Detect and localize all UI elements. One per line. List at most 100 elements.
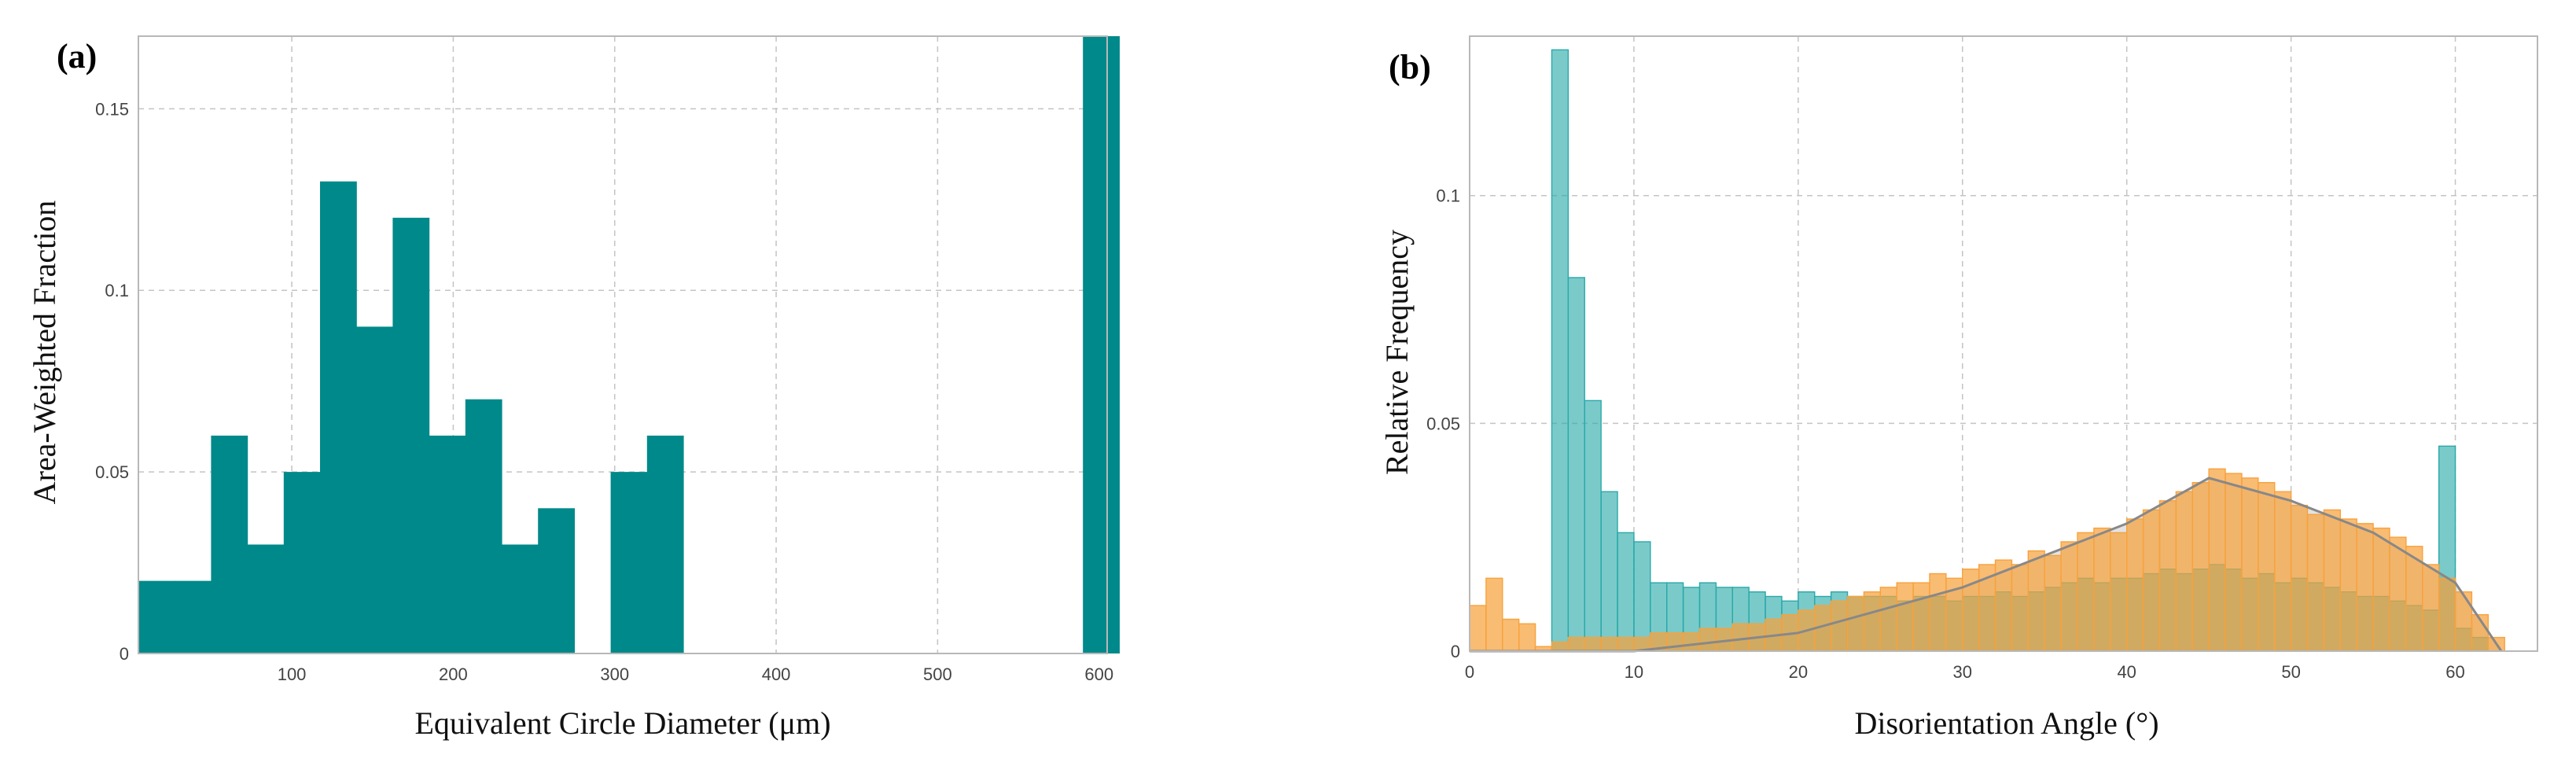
panel-a-x-tick-label: 300 xyxy=(600,664,629,684)
panel-b-x-axis-title: Disorientation Angle (°) xyxy=(1854,705,2158,741)
panel-b-histogram: (b) 0 10 20 30 40 50 60 0 0.05 0.1 Disorientatio… xyxy=(1379,35,2538,741)
panel-b-bar-orange xyxy=(1469,605,1487,652)
panel-b-bar-teal xyxy=(1600,491,1618,652)
panel-b-x-tick-label: 20 xyxy=(1789,662,1808,682)
panel-b-reference-curve xyxy=(1470,477,2503,653)
panel-b-bar-orange xyxy=(2175,491,2193,652)
panel-a-bars xyxy=(138,36,1120,654)
panel-b-bar-orange xyxy=(1896,582,1914,652)
panel-a-x-ticks: 100 200 300 400 500 600 xyxy=(278,664,1113,684)
panel-b-bars xyxy=(1469,49,2505,653)
panel-a-x-tick-label: 500 xyxy=(923,664,952,684)
panel-b-bar-teal xyxy=(1617,532,1635,652)
panel-b-bar-orange xyxy=(2011,564,2030,652)
panel-a-bar xyxy=(211,435,248,653)
panel-b-bar-orange xyxy=(1518,623,1536,652)
panel-b-label: (b) xyxy=(1389,48,1431,87)
panel-b-bar-teal xyxy=(1551,49,1570,652)
panel-b-y-tick-label: 0.05 xyxy=(1426,414,1460,433)
panel-b-x-tick-label: 0 xyxy=(1465,662,1474,682)
panel-b-bar-orange xyxy=(1863,591,1882,652)
panel-b-bar-orange xyxy=(2323,509,2341,652)
panel-b-bar-orange xyxy=(2208,468,2226,652)
panel-b-bar-orange xyxy=(2044,554,2062,652)
panel-b-bar-orange xyxy=(1879,587,1897,652)
panel-b-bar-orange xyxy=(1551,641,1570,652)
panel-a-bar xyxy=(175,580,212,653)
panel-b-bar-orange xyxy=(2372,527,2390,652)
panel-b-bar-orange xyxy=(1617,636,1635,652)
panel-a-bar xyxy=(138,580,175,653)
panel-a-y-axis-title: Area-Weighted Fraction xyxy=(27,201,62,505)
panel-a-bar xyxy=(320,181,357,654)
panel-a-bar xyxy=(610,472,648,653)
panel-a-bar xyxy=(247,544,285,653)
panel-a-y-tick-label: 0.1 xyxy=(105,281,129,300)
panel-a-bar xyxy=(283,472,321,653)
panel-b-bar-orange xyxy=(1929,572,1947,652)
panel-b-y-ticks: 0 0.05 0.1 xyxy=(1426,186,1460,661)
panel-b-bar-orange xyxy=(2241,477,2259,652)
panel-a-x-tick-label: 100 xyxy=(278,664,307,684)
panel-b-bar-orange xyxy=(1584,636,1602,652)
panel-a-bar xyxy=(646,435,684,653)
panel-b-y-tick-label: 0.1 xyxy=(1436,186,1460,206)
panel-b-bar-orange xyxy=(2158,500,2177,652)
panel-b-bar-orange xyxy=(2110,532,2128,652)
panel-a-histogram: (a) 100 200 300 400 500 600 0 0.05 0.1 0.15 Equi… xyxy=(27,35,1120,741)
panel-b-x-tick-label: 10 xyxy=(1625,662,1643,682)
panel-b-bar-orange xyxy=(2060,541,2078,652)
panel-b-bar-orange xyxy=(2125,518,2144,652)
panel-b-x-tick-label: 40 xyxy=(2117,662,2136,682)
panel-a-bar xyxy=(356,326,393,653)
panel-b-bar-orange xyxy=(1567,636,1585,652)
panel-a-bar xyxy=(429,435,466,653)
panel-a-y-tick-label: 0.05 xyxy=(95,462,129,482)
panel-a-bar xyxy=(465,399,502,653)
panel-b-bar-orange xyxy=(2438,577,2456,652)
panel-b-bar-orange xyxy=(2093,527,2111,652)
panel-b-x-tick-label: 60 xyxy=(2445,662,2464,682)
panel-a-y-ticks: 0 0.05 0.1 0.15 xyxy=(95,99,129,664)
panel-b-bar-orange xyxy=(2389,536,2407,652)
panel-a-x-tick-label: 200 xyxy=(439,664,468,684)
panel-b-bar-orange xyxy=(2191,481,2210,652)
panel-b-plot-frame xyxy=(1469,35,2538,652)
panel-b-bar-orange xyxy=(2422,564,2440,652)
panel-b-x-tick-label: 50 xyxy=(2281,662,2300,682)
panel-b-y-axis-title: Relative Frequency xyxy=(1379,230,1415,475)
panel-b-x-tick-label: 30 xyxy=(1953,662,1972,682)
panel-a-y-tick-label: 0.15 xyxy=(95,99,129,119)
panel-b-bar-teal xyxy=(1567,277,1585,652)
panel-b-bar-orange xyxy=(2339,518,2357,652)
panel-b-bar-orange xyxy=(2306,514,2325,652)
panel-b-bar-orange xyxy=(1485,577,1503,652)
panel-b-bar-orange xyxy=(2142,509,2161,652)
panel-a-bar xyxy=(502,544,539,653)
panel-b-bar-orange xyxy=(1600,636,1618,652)
panel-b-bar-orange xyxy=(2258,481,2276,652)
panel-b-y-tick-label: 0 xyxy=(1451,642,1460,661)
panel-a-label: (a) xyxy=(57,37,97,75)
panel-b-bar-orange xyxy=(1846,595,1865,652)
panel-b-bar-orange xyxy=(2225,473,2243,652)
panel-b-bar-orange xyxy=(1698,628,1717,652)
panel-b-bar-orange xyxy=(2290,504,2309,652)
panel-b-bar-orange xyxy=(2454,591,2473,652)
panel-a-x-tick-label: 400 xyxy=(762,664,791,684)
panel-b-bar-orange xyxy=(2077,532,2095,652)
panel-b-x-ticks: 0 10 20 30 40 50 60 xyxy=(1465,662,2465,682)
panel-a-plot-frame xyxy=(138,35,1108,654)
panel-b-bar-orange xyxy=(1830,600,1849,652)
panel-b-bar-orange xyxy=(1502,618,1520,652)
panel-a-y-tick-label: 0 xyxy=(120,644,129,664)
panel-b-bar-orange xyxy=(2274,491,2292,652)
panel-b-bar-teal xyxy=(1633,541,1651,652)
panel-b-bar-orange xyxy=(2027,550,2045,652)
panel-b-bar-orange xyxy=(1912,582,1930,652)
panel-a-bar xyxy=(538,508,575,653)
panel-a-x-tick-label: 600 xyxy=(1084,664,1113,684)
panel-b-bar-teal xyxy=(1584,399,1602,652)
panel-b-gridlines xyxy=(1470,36,2537,651)
